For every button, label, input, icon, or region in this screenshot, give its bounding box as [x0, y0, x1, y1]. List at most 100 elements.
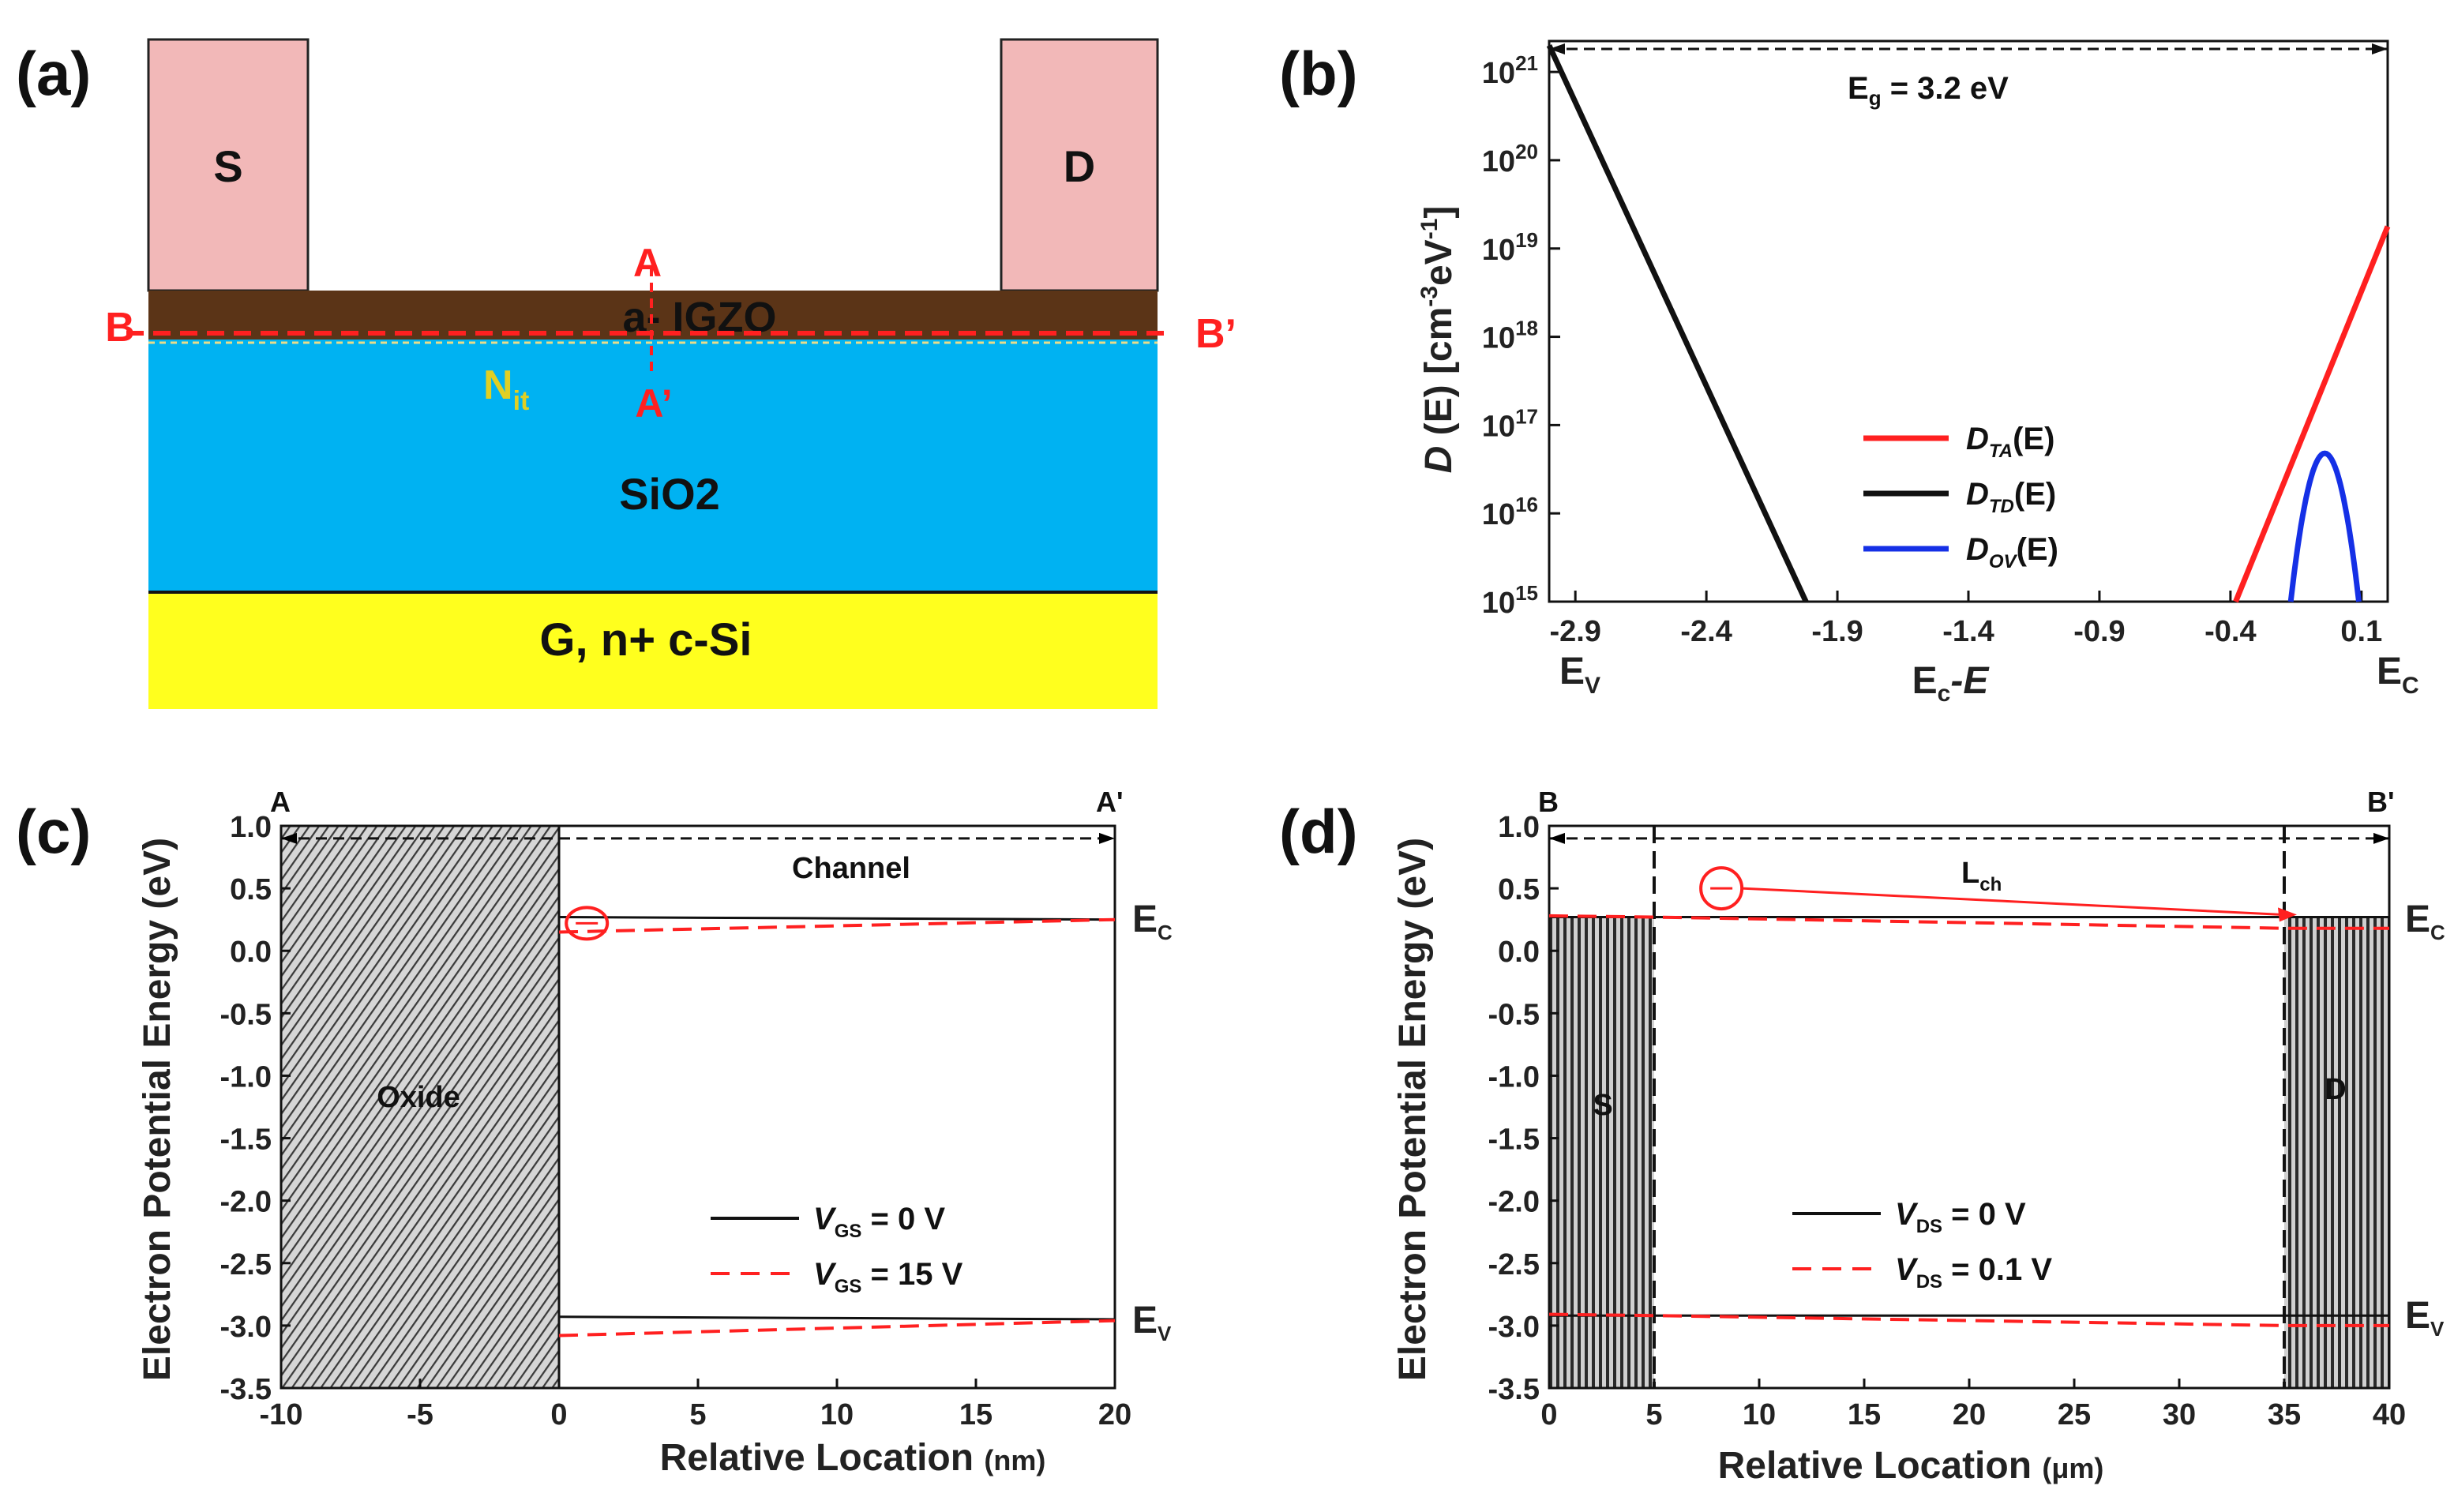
x-tick-label: 0 — [550, 1398, 567, 1431]
sio2-label: SiO2 — [619, 469, 720, 519]
x-tick-label: -0.4 — [2204, 615, 2256, 648]
legend-label: VDS = 0.1 V — [1895, 1252, 2052, 1293]
panel-d-ylabel: Electron Potential Energy (eV) — [1392, 838, 1434, 1381]
x-tick-label: 15 — [1848, 1398, 1881, 1431]
series-dta-line — [2233, 225, 2391, 603]
y-tick-label: -2.5 — [1488, 1248, 1540, 1281]
panel-b-label: (b) — [1279, 39, 1358, 108]
x-tick-label: -1.9 — [1811, 615, 1863, 648]
legend-label: DOV(E) — [1966, 532, 2058, 572]
panel-d-legend: VDS = 0 V VDS = 0.1 V — [1792, 1197, 2052, 1293]
legend-label: VGS = 15 V — [813, 1257, 963, 1297]
y-tick-label: -3.5 — [1488, 1373, 1540, 1406]
ev-solid-line — [558, 1315, 1116, 1321]
plot-frame — [1548, 824, 2391, 1390]
electron-drift-arrowhead — [2277, 907, 2297, 922]
x-tick-label: 0 — [1540, 1398, 1557, 1431]
x-tick-label: 5 — [689, 1398, 706, 1431]
ev-dashed-line — [558, 1319, 1116, 1338]
x-tick-label: 20 — [1098, 1398, 1131, 1431]
ec-solid-line — [558, 916, 1116, 921]
source-contact-label: S — [213, 141, 242, 191]
panel-d-left-marker: B — [1538, 786, 1559, 818]
y-tick-label: -1.5 — [1488, 1124, 1540, 1157]
y-tick-label: -3.5 — [220, 1373, 272, 1406]
panel-c-oxide-label: Oxide — [377, 1081, 460, 1114]
panel-c-right-marker: A' — [1096, 786, 1124, 818]
y-tick-label: 1.0 — [230, 811, 272, 844]
series-dtd-line — [1546, 44, 1809, 603]
source-contact — [147, 38, 310, 292]
x-tick-label: 20 — [1953, 1398, 1986, 1431]
panel-c-legend: VGS = 0 V VGS = 15 V — [711, 1202, 963, 1297]
y-tick-label: 1017 — [1482, 404, 1538, 443]
panel-d-source-label: S — [1593, 1089, 1612, 1122]
legend-label: VGS = 0 V — [813, 1202, 945, 1242]
panel-d-ev-label: EV — [2405, 1295, 2445, 1341]
y-tick-label: 0.5 — [1498, 873, 1540, 906]
y-tick-label: -2.0 — [220, 1186, 272, 1219]
panel-c-ev-label: EV — [1132, 1300, 1172, 1345]
x-tick-label: 40 — [2373, 1398, 2406, 1431]
y-tick-label: -1.0 — [1488, 1060, 1540, 1094]
y-tick-label: -0.5 — [1488, 998, 1540, 1031]
panel-b-ec-label: EC — [2377, 651, 2419, 699]
cut-b-prime-label: B’ — [1195, 311, 1236, 357]
series-dov-line — [2287, 450, 2362, 602]
legend-label: VDS = 0 V — [1895, 1197, 2026, 1237]
x-tick-label: -2.9 — [1549, 615, 1600, 648]
panel-d-label: (d) — [1279, 797, 1358, 866]
panel-d-lch-label: Lch — [1961, 857, 2002, 895]
y-tick-label: 1016 — [1482, 493, 1538, 531]
y-tick-label: -2.5 — [220, 1248, 272, 1281]
panel-c-plot: -10 -5 0 5 10 15 20 1.0 0.5 0.0 -0.5 -1.0 -1.5 -2.0 -2… — [220, 811, 1132, 1431]
x-tick-label: 30 — [2163, 1398, 2196, 1431]
x-tick-label: 0.1 — [2340, 615, 2382, 648]
x-tick-label: 10 — [820, 1398, 854, 1431]
panel-a: (a) S D a- IGZO A A’ B B’ Nit SiO2 G, n+… — [16, 38, 1236, 709]
y-tick-label: 0.0 — [1498, 936, 1540, 969]
y-tick-label: 0.5 — [230, 873, 272, 906]
panel-d-ec-label: EC — [2405, 899, 2445, 944]
panel-d-xlabel: Relative Location (μm) — [1718, 1445, 2104, 1487]
y-tick-label: -2.0 — [1488, 1186, 1540, 1219]
panel-b-ev-label: EV — [1559, 651, 1600, 699]
ec-dashed-line — [558, 917, 1116, 934]
drain-contact-label: D — [1064, 141, 1095, 191]
x-tick-label: 5 — [1645, 1398, 1662, 1431]
cut-a-label: A — [633, 241, 662, 285]
source-region — [1549, 917, 1654, 1388]
gate-label: G, n+ c-Si — [539, 614, 752, 666]
cut-b-label: B — [105, 305, 135, 351]
panel-d-plot: 0 5 10 15 20 25 30 35 40 1.0 0.5 0.0 -0.5 -1.0 -1.5 -2.… — [1488, 811, 2407, 1431]
y-tick-label: -1.5 — [220, 1124, 272, 1157]
span-arrow-left-head — [1549, 832, 1565, 844]
bandgap-arrow-left-head — [1549, 43, 1565, 54]
y-tick-label: 0.0 — [230, 936, 272, 969]
bandgap-annotation: Eg = 3.2 eV — [1848, 71, 2009, 110]
y-tick-label: 1018 — [1482, 317, 1538, 355]
panel-c-channel-label: Channel — [792, 852, 910, 885]
span-arrow-right-head — [1099, 832, 1115, 844]
panel-c-left-marker: A — [270, 786, 291, 818]
electron-marker — [565, 906, 610, 941]
x-tick-label: -1.4 — [1942, 615, 1994, 648]
y-tick-label: -3.0 — [1488, 1311, 1540, 1344]
drain-contact — [1000, 38, 1159, 292]
y-tick-label: -3.0 — [220, 1311, 272, 1344]
nit-label: Nit — [483, 362, 529, 416]
panel-b-ylabel: D (E) [cm-3eV-1] — [1416, 206, 1460, 474]
panel-c-ylabel: Electron Potential Energy (eV) — [137, 838, 178, 1381]
panel-a-label: (a) — [16, 39, 91, 108]
legend-label: DTA(E) — [1966, 422, 2054, 462]
y-tick-label: 1015 — [1482, 581, 1538, 620]
panel-b-xlabel: Ec-E — [1912, 660, 1991, 707]
drain-region — [2284, 917, 2389, 1388]
x-tick-label: -0.9 — [2073, 615, 2125, 648]
panel-c-xlabel: Relative Location (nm) — [660, 1437, 1046, 1479]
x-tick-label: 15 — [959, 1398, 992, 1431]
y-tick-label: 1019 — [1482, 228, 1538, 267]
x-tick-label: 35 — [2268, 1398, 2301, 1431]
y-tick-label: -0.5 — [220, 998, 272, 1031]
